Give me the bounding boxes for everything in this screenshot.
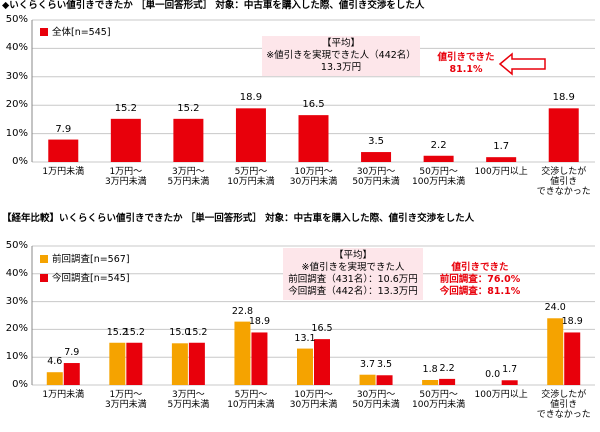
bar — [439, 378, 456, 385]
value-label: 16.5 — [311, 323, 333, 335]
legend-swatch — [40, 274, 48, 282]
value-label: 1.7 — [502, 364, 518, 376]
bar — [46, 372, 63, 385]
y-tick-label: 50% — [5, 14, 28, 25]
arrow — [498, 52, 546, 76]
x-tick-label: 30万円～ 50万円未満 — [352, 390, 400, 410]
y-tick-label: 20% — [5, 99, 28, 111]
legend-swatch — [40, 255, 48, 263]
bar — [171, 343, 188, 385]
bar — [251, 332, 268, 385]
x-tick-label: 50万円～ 100万円未満 — [412, 390, 466, 410]
annotation: 値引きできた 81.1% — [437, 52, 495, 75]
legend-label: 全体[n=545] — [52, 27, 111, 38]
value-label: 15.2 — [106, 326, 128, 338]
value-label: 3.7 — [359, 358, 376, 370]
annotation: 値引きできた 前回調査：76.0% 今回調査：81.1% — [439, 262, 521, 297]
bar — [109, 342, 126, 385]
y-tick-label: 0% — [12, 379, 28, 390]
value-label: 16.5 — [302, 99, 325, 111]
bar — [235, 108, 266, 162]
x-tick-label: 1万円～ 3万円未満 — [104, 167, 147, 187]
bar — [548, 108, 579, 162]
bar — [110, 118, 141, 162]
x-tick-label: 10万円～ 30万円未満 — [289, 167, 338, 187]
value-label: 18.9 — [248, 316, 271, 328]
x-tick-label: 100万円以上 — [474, 167, 528, 177]
x-tick-label: 1万円未満 — [42, 390, 85, 400]
x-tick-label: 1万円～ 3万円未満 — [104, 390, 147, 410]
x-tick-label: 1万円未満 — [42, 167, 85, 177]
value-label: 15.0 — [169, 327, 191, 339]
value-label: 7.9 — [64, 347, 80, 359]
value-label: 3.5 — [368, 136, 384, 148]
annotation: 【平均】 ※値引きを実現できた人（442名） 13.3万円 — [262, 36, 420, 76]
y-tick-label: 10% — [5, 127, 28, 139]
chart-title: 【経年比較】いくらくらい値引きできたか ［単一回答形式］ 対象：中古車を購入した… — [2, 213, 475, 224]
value-label: 18.9 — [561, 316, 583, 328]
y-tick-label: 10% — [5, 351, 28, 363]
bar — [422, 379, 439, 385]
x-tick-label: 交渉したが 値引き できなかった — [536, 390, 591, 420]
value-label: 15.2 — [123, 326, 145, 338]
x-tick-label: 5万円～ 10万円未満 — [227, 390, 275, 410]
y-tick-label: 40% — [5, 267, 28, 279]
value-label: 2.2 — [430, 139, 447, 151]
x-tick-label: 50万円～ 100万円未満 — [412, 167, 466, 187]
value-label: 15.2 — [177, 102, 200, 114]
bar — [126, 342, 143, 385]
x-tick-label: 3万円～ 5万円未満 — [167, 390, 210, 410]
y-tick-label: 0% — [12, 156, 28, 167]
bar — [298, 115, 329, 162]
value-label: 13.1 — [294, 332, 316, 344]
bar — [359, 374, 376, 385]
value-label: 18.9 — [552, 92, 575, 104]
value-label: 7.9 — [55, 123, 72, 135]
value-label: 15.2 — [186, 326, 208, 338]
value-label: 15.2 — [114, 102, 137, 114]
legend-label: 今回調査[n=545] — [52, 273, 130, 284]
bar — [63, 363, 80, 385]
bar — [376, 375, 393, 385]
value-label: 3.5 — [376, 359, 393, 371]
annotation: 【平均】 ※値引きを実現できた人 前回調査（431名）：10.6万円 今回調査（… — [283, 248, 423, 300]
bar — [501, 380, 518, 385]
value-label: 0.0 — [485, 369, 501, 380]
x-tick-label: 交渉したが 値引き できなかった — [536, 167, 591, 197]
x-tick-label: 30万円～ 50万円未満 — [352, 167, 400, 187]
bar — [234, 321, 251, 385]
x-tick-label: 10万円～ 30万円未満 — [289, 390, 338, 410]
chart-title: ◆いくらくらい値引きできたか ［単一回答形式］ 対象：中古車を購入した際、値引き… — [2, 0, 425, 11]
y-tick-label: 30% — [5, 295, 28, 307]
value-label: 22.8 — [231, 305, 254, 317]
bar — [423, 155, 454, 162]
value-label: 1.7 — [493, 141, 510, 153]
bar — [188, 342, 205, 385]
y-tick-label: 30% — [5, 70, 28, 82]
x-tick-label: 3万円～ 5万円未満 — [167, 167, 210, 187]
bar — [361, 152, 392, 162]
x-tick-label: 5万円～ 10万円未満 — [227, 167, 275, 187]
bar — [48, 139, 79, 162]
bar — [547, 318, 564, 385]
bar — [297, 348, 313, 385]
value-label: 2.2 — [439, 362, 455, 374]
value-label: 4.6 — [47, 356, 63, 368]
y-tick-label: 40% — [5, 42, 28, 54]
y-tick-label: 50% — [5, 240, 28, 251]
y-tick-label: 20% — [5, 323, 28, 335]
bar — [486, 157, 517, 162]
legend-label: 前回調査[n=567] — [52, 254, 130, 265]
bar — [173, 118, 204, 162]
legend-swatch — [40, 28, 48, 36]
bar — [314, 339, 330, 385]
bar — [564, 332, 581, 385]
x-tick-label: 100万円以上 — [474, 390, 528, 400]
value-label: 1.8 — [422, 363, 438, 375]
value-label: 24.0 — [544, 302, 566, 314]
value-label: 18.9 — [239, 92, 263, 104]
